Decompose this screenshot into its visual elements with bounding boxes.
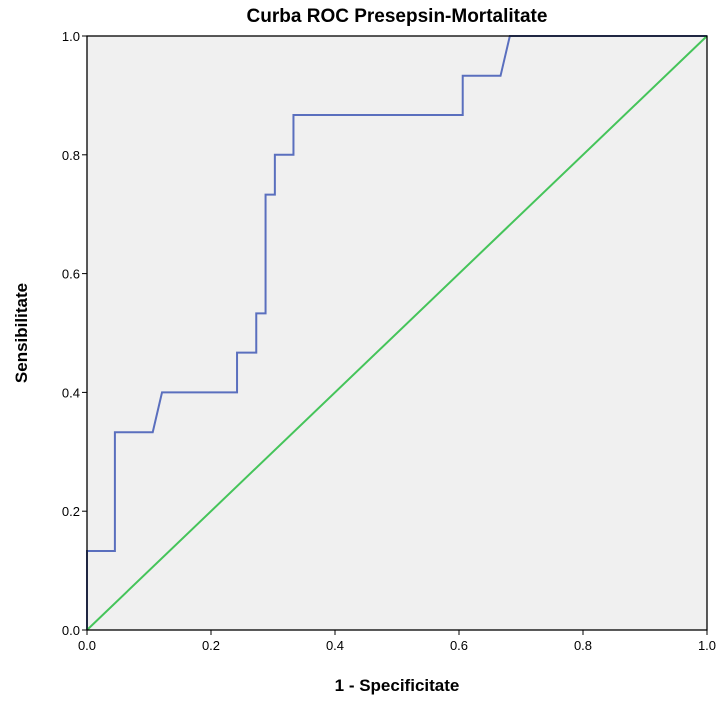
x-tick-label: 0.2 <box>202 638 220 653</box>
x-tick-label: 1.0 <box>698 638 716 653</box>
y-tick-label: 1.0 <box>62 29 80 44</box>
y-tick-label: 0.8 <box>62 148 80 163</box>
y-tick-label: 0.4 <box>62 385 80 400</box>
chart-title: Curba ROC Presepsin-Mortalitate <box>246 6 548 27</box>
x-tick-label: 0.8 <box>574 638 592 653</box>
y-tick-label: 0.2 <box>62 504 80 519</box>
reference-line <box>86 35 708 631</box>
y-axis-label: Sensibilitate <box>12 282 31 384</box>
x-tick-label: 0.6 <box>450 638 468 653</box>
plot-frame <box>86 35 708 631</box>
x-axis-label: 1 - Specificitate <box>334 676 460 695</box>
x-tick-label: 0.4 <box>326 638 344 653</box>
x-tick-label: 0.0 <box>78 638 96 653</box>
y-tick-label: 0.0 <box>62 623 80 638</box>
roc-curve-line <box>86 35 707 630</box>
y-tick-label: 0.6 <box>62 267 80 282</box>
